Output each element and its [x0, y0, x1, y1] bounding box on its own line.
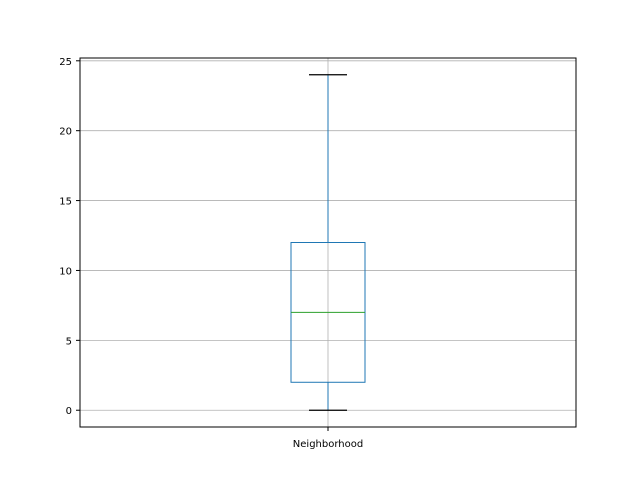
boxes — [290, 74, 366, 411]
y-tick-label: 0 — [66, 406, 72, 417]
ticks: 0 5 10 15 20 25 Neighborhood — [59, 57, 363, 450]
y-tick-label: 5 — [66, 336, 72, 347]
x-tick-label: Neighborhood — [293, 439, 363, 450]
y-tick-label: 10 — [59, 266, 72, 277]
y-tick-label: 15 — [59, 197, 72, 208]
y-tick-label: 25 — [59, 57, 72, 68]
y-tick-label: 20 — [59, 127, 72, 138]
